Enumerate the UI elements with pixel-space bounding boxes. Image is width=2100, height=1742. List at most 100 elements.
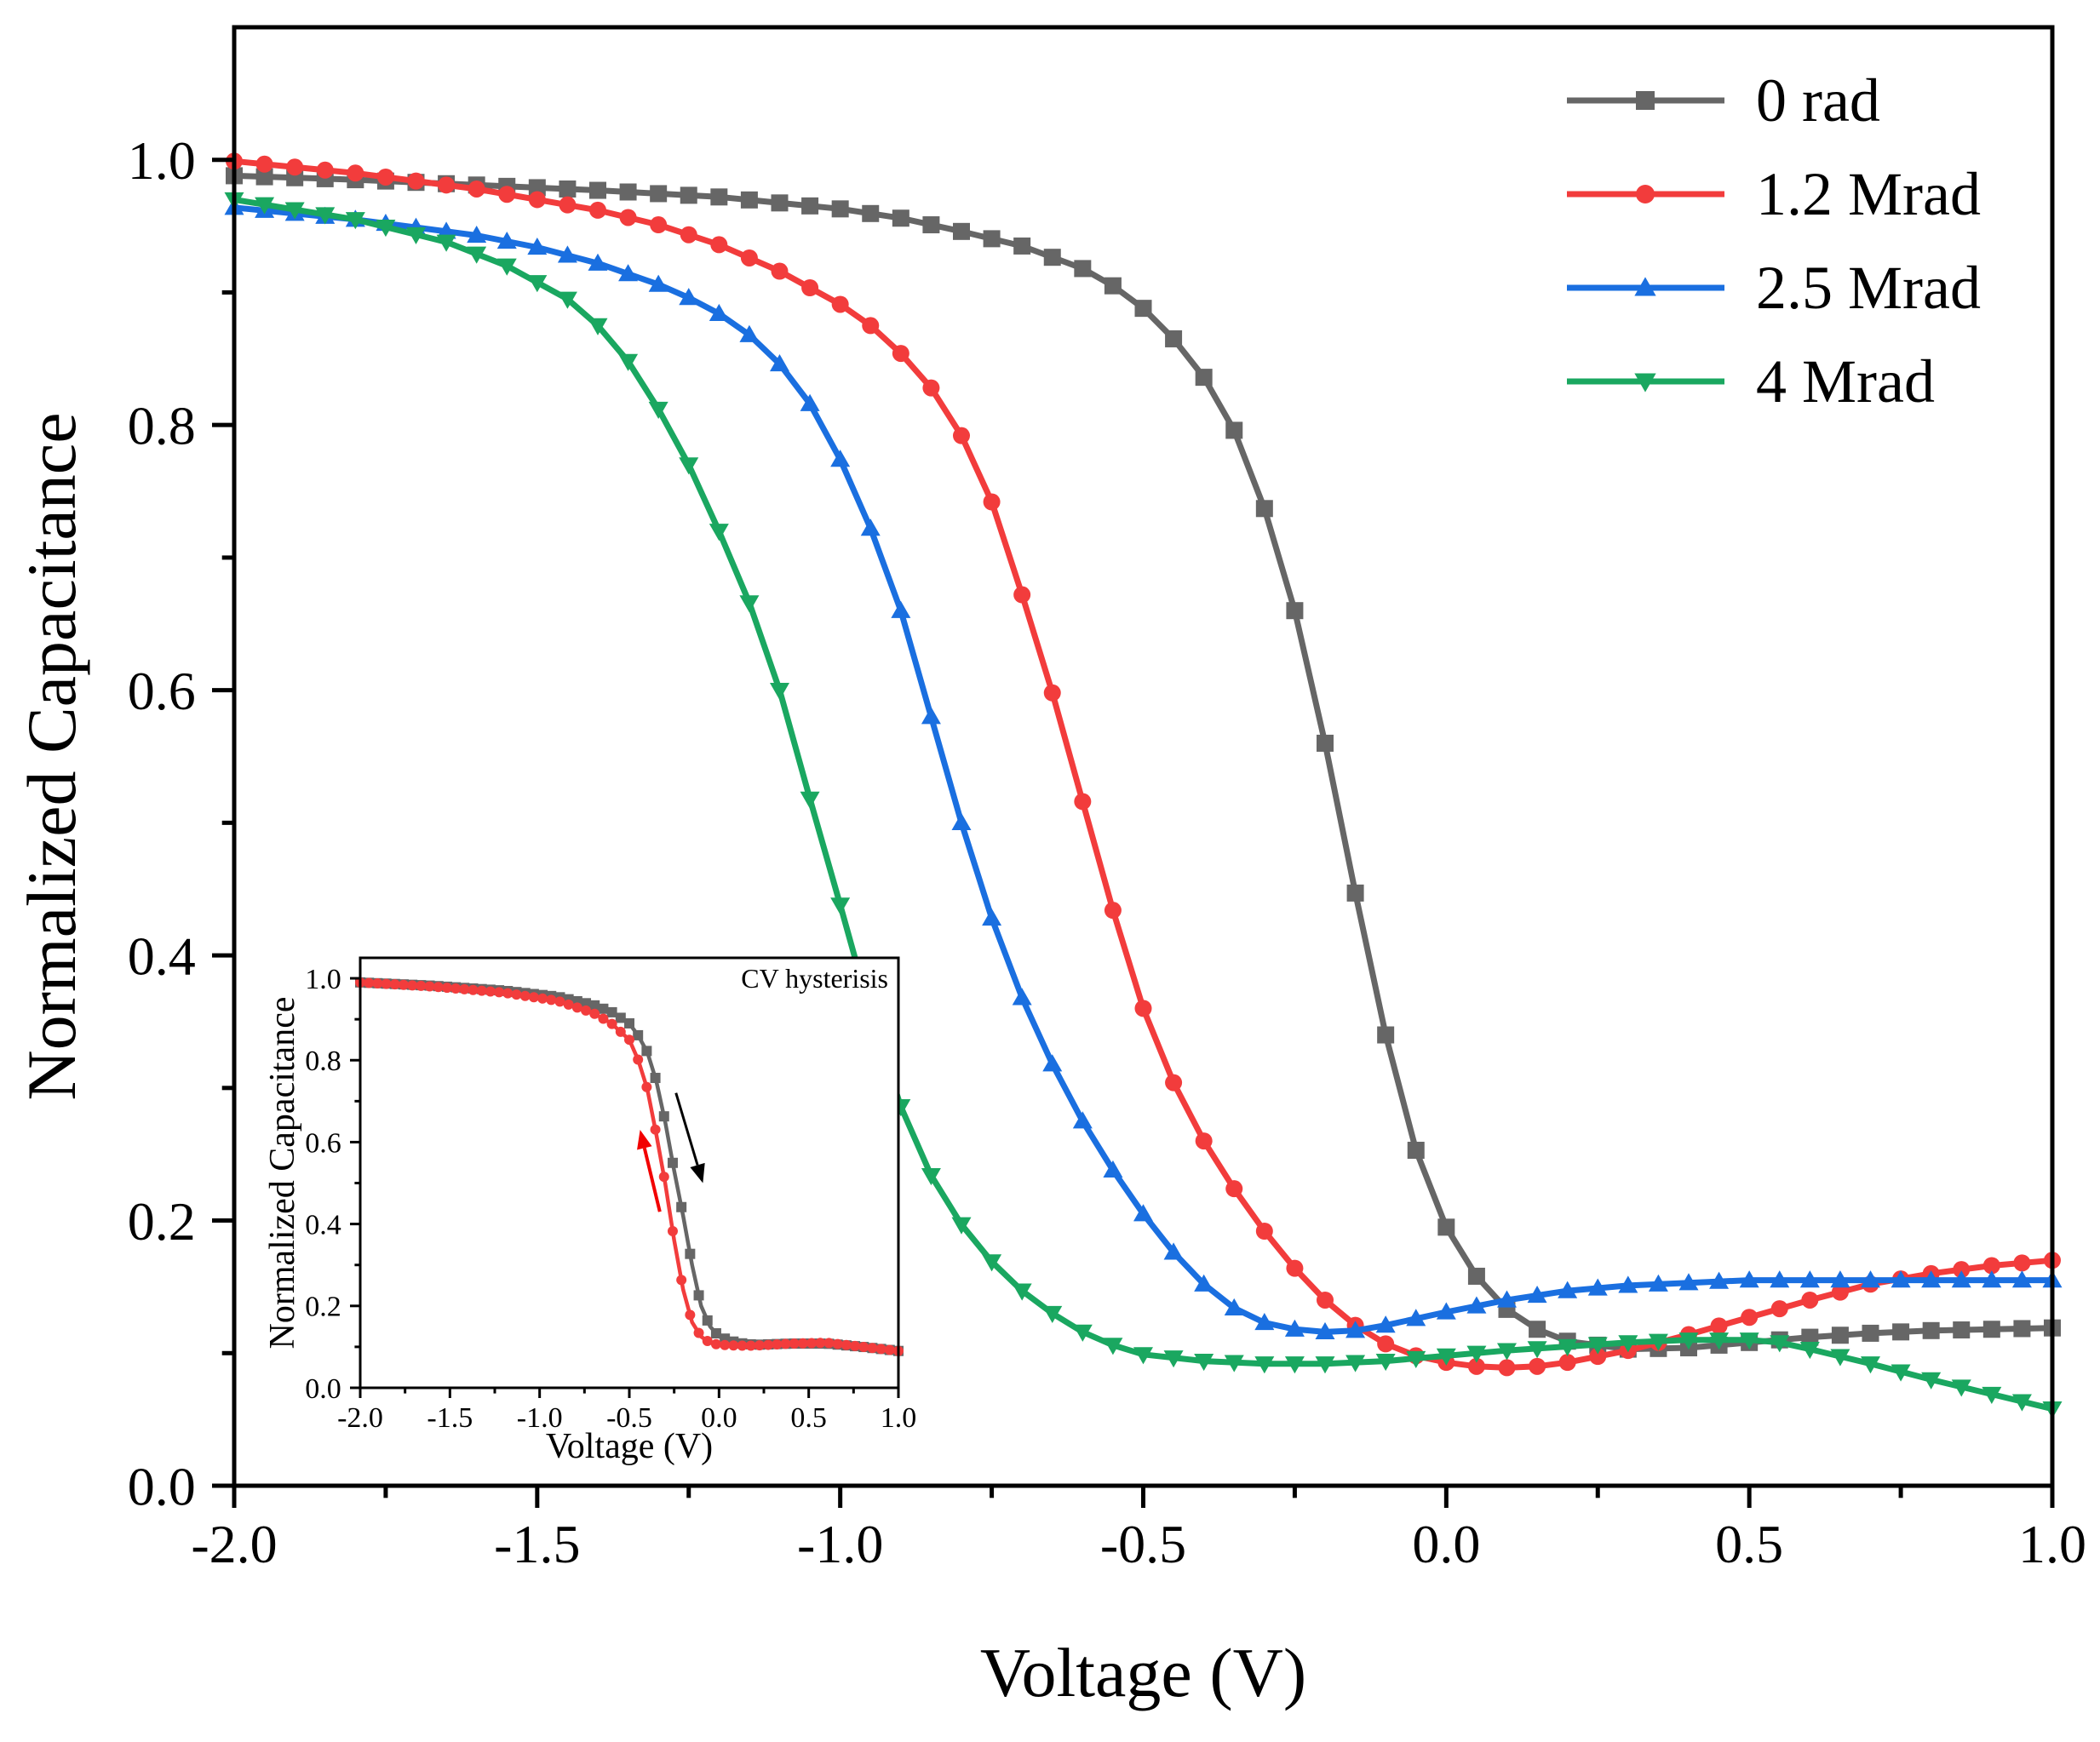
x-tick-label: 1.0 xyxy=(2018,1514,2086,1574)
data-point xyxy=(951,812,972,830)
inset-annotation: CV hysterisis xyxy=(741,963,888,994)
data-point xyxy=(1951,1270,1971,1288)
data-point xyxy=(1103,1338,1123,1355)
data-point xyxy=(1317,1291,1334,1309)
data-point xyxy=(1497,1290,1517,1308)
data-point xyxy=(436,234,456,252)
data-point xyxy=(537,993,548,1004)
data-point xyxy=(875,1344,886,1355)
main-plot: -2.0 -1.5 -1.0 -0.5 0.0 0.5 1.0 0.0 0.2 0.4 0.6 0.8… xyxy=(13,25,2086,1711)
series-2-5-mrad xyxy=(224,198,2063,1339)
x-tick-label: -1.0 xyxy=(517,1402,563,1434)
data-point xyxy=(1527,1341,1547,1359)
data-point xyxy=(1436,1348,1456,1366)
data-point xyxy=(450,983,462,994)
data-point xyxy=(815,1338,826,1349)
data-point xyxy=(685,1248,696,1259)
data-point xyxy=(1225,1180,1243,1198)
data-point xyxy=(1589,1348,1607,1366)
data-point xyxy=(789,1338,800,1349)
data-point xyxy=(1375,1353,1396,1372)
data-point xyxy=(2011,1394,2032,1412)
data-point xyxy=(710,1328,721,1339)
data-point xyxy=(648,274,668,292)
data-point xyxy=(1982,1257,2000,1275)
data-point xyxy=(862,204,880,222)
data-point xyxy=(1165,329,1183,347)
inset-plot: -2.0 -1.5 -1.0 -0.5 0.0 0.5 1.0 0.0 0.2 0.4 0.6 0.8… xyxy=(263,956,916,1466)
data-point xyxy=(830,450,851,467)
y-tick-label: 0.6 xyxy=(305,1127,341,1159)
data-point xyxy=(709,303,729,321)
data-point xyxy=(619,183,637,201)
data-point xyxy=(800,393,820,411)
data-point xyxy=(528,992,539,1003)
data-point xyxy=(680,226,697,244)
data-point xyxy=(1710,1317,1728,1335)
data-point xyxy=(468,984,479,995)
data-point xyxy=(1861,1356,1880,1374)
data-point xyxy=(467,246,487,264)
data-point xyxy=(1527,1286,1547,1304)
data-point xyxy=(1134,1000,1152,1017)
data-point xyxy=(676,1275,687,1286)
data-point xyxy=(398,979,409,990)
data-point xyxy=(1406,1309,1426,1327)
y-tick-label: 0.2 xyxy=(128,1191,196,1252)
series-4-mrad xyxy=(224,192,2063,1419)
data-point xyxy=(1799,1270,1820,1288)
data-point xyxy=(770,354,789,372)
data-point xyxy=(1498,1359,1516,1377)
data-point xyxy=(797,1338,808,1349)
data-point xyxy=(1467,1267,1485,1285)
data-point xyxy=(841,1339,852,1350)
data-point xyxy=(1286,1259,1304,1277)
data-point xyxy=(1407,1142,1425,1160)
data-point xyxy=(347,164,364,182)
data-point xyxy=(953,427,970,444)
data-point xyxy=(467,225,487,244)
data-point xyxy=(921,707,941,725)
data-point xyxy=(255,155,273,173)
data-point xyxy=(831,200,849,218)
data-point xyxy=(1254,1312,1275,1331)
data-point xyxy=(667,1157,678,1168)
data-point xyxy=(1618,1275,1638,1293)
data-point xyxy=(618,264,639,282)
data-point xyxy=(1072,1324,1093,1342)
data-point xyxy=(922,216,940,234)
data-point xyxy=(693,1290,704,1301)
data-point xyxy=(1709,1271,1730,1289)
data-point xyxy=(624,1034,634,1046)
data-point xyxy=(801,279,819,297)
data-point xyxy=(376,168,394,186)
data-point xyxy=(740,191,758,209)
x-tick-label: 0.0 xyxy=(1412,1514,1480,1574)
data-point xyxy=(1529,1357,1546,1375)
x-tick-label: -1.5 xyxy=(427,1402,473,1434)
data-point xyxy=(557,291,577,309)
data-point xyxy=(1739,1332,1759,1350)
sweep-down-arrow xyxy=(674,1092,705,1183)
data-point xyxy=(1982,1386,2002,1405)
plot-background xyxy=(360,958,898,1388)
arrow-shaft xyxy=(674,1092,699,1166)
data-point xyxy=(1799,1341,1820,1360)
data-point xyxy=(557,245,577,263)
data-point xyxy=(685,1309,696,1321)
data-point xyxy=(1830,1270,1850,1288)
data-point xyxy=(1284,1319,1305,1337)
arrow-head xyxy=(690,1162,705,1183)
legend-label: 2.5 Mrad xyxy=(1756,254,1981,322)
data-point xyxy=(498,186,516,203)
data-point xyxy=(650,216,668,234)
data-point xyxy=(581,1005,592,1016)
data-point xyxy=(546,994,557,1006)
x-tick-label: 0.5 xyxy=(790,1402,827,1434)
x-tick-label: 0.0 xyxy=(701,1402,737,1434)
data-point xyxy=(459,983,470,994)
data-point xyxy=(389,979,400,990)
data-point xyxy=(1618,1335,1638,1353)
data-point xyxy=(1315,1356,1335,1374)
data-point xyxy=(1862,1324,1879,1342)
